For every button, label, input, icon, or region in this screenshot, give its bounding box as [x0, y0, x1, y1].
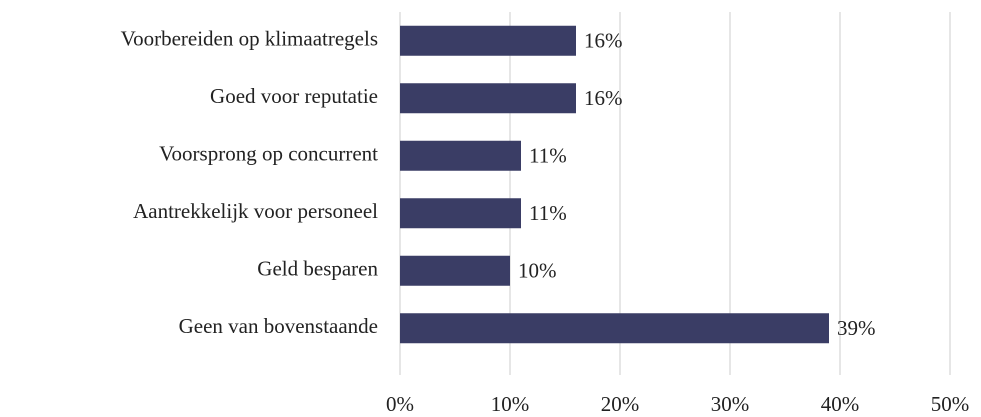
- data-label: 39%: [837, 316, 876, 340]
- data-label: 11%: [529, 201, 567, 225]
- y-tick-label: Voorsprong op concurrent: [159, 142, 378, 166]
- bar: [400, 313, 829, 344]
- data-label: 10%: [518, 259, 557, 283]
- x-tick-label: 50%: [931, 392, 970, 416]
- bar: [400, 25, 576, 56]
- y-tick-label: Aantrekkelijk voor personeel: [133, 199, 378, 223]
- bar: [400, 140, 521, 171]
- y-tick-label: Goed voor reputatie: [210, 84, 378, 108]
- bar: [400, 255, 510, 286]
- y-tick-label: Voorbereiden op klimaatregels: [121, 27, 378, 51]
- x-tick-label: 40%: [821, 392, 860, 416]
- x-tick-label: 10%: [491, 392, 530, 416]
- data-label: 16%: [584, 29, 623, 53]
- data-label: 11%: [529, 144, 567, 168]
- bar: [400, 198, 521, 229]
- bar: [400, 83, 576, 114]
- x-tick-label: 20%: [601, 392, 640, 416]
- data-label: 16%: [584, 86, 623, 110]
- y-tick-label: Geen van bovenstaande: [179, 314, 378, 338]
- x-tick-label: 0%: [386, 392, 414, 416]
- x-tick-label: 30%: [711, 392, 750, 416]
- y-tick-label: Geld besparen: [257, 257, 378, 281]
